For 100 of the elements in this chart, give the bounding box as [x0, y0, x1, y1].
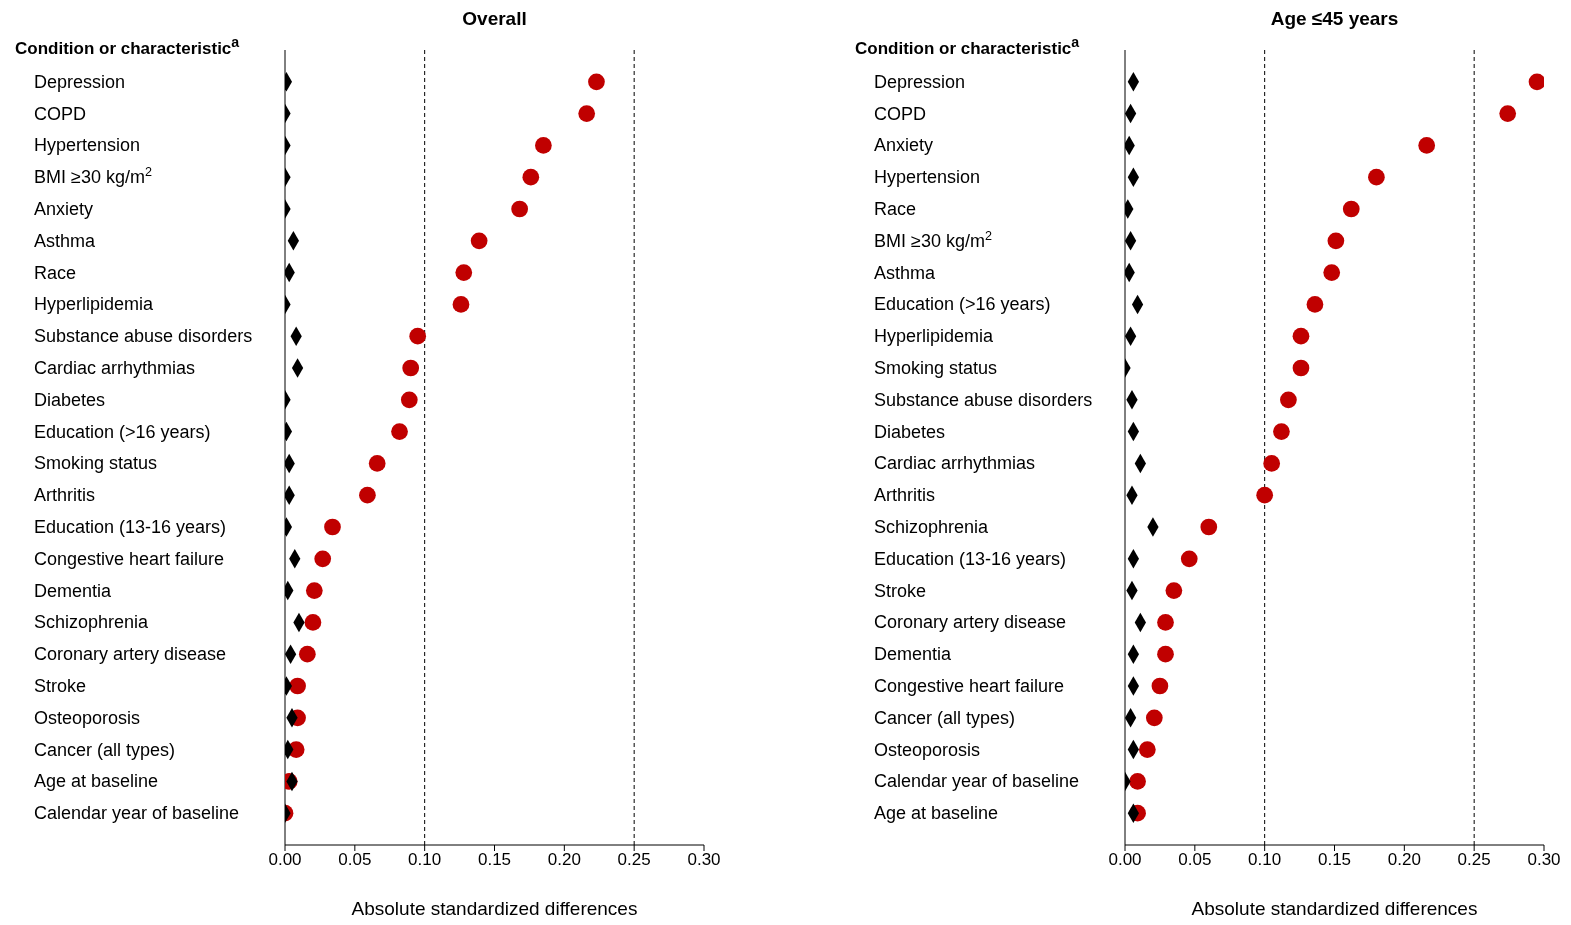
point: [1180, 550, 1198, 568]
y-tick-label: Hyperlipidemia: [874, 326, 995, 347]
y-tick-label: Coronary artery disease: [874, 612, 1067, 633]
y-tick-label: Race: [874, 199, 917, 219]
y-tick-label: COPD: [34, 103, 87, 124]
y-tick-label: Education (>16 years): [34, 421, 211, 442]
x-tick-label: 0.00: [268, 850, 302, 870]
y-tick-label: Hypertension: [874, 167, 981, 188]
x-tick-label: 0.20: [1387, 850, 1421, 870]
x-tick-label: 0.25: [1457, 850, 1491, 870]
point: [522, 168, 540, 186]
y-tick-label: Asthma: [34, 230, 97, 251]
y-tick-label: Cardiac arrhythmias: [34, 358, 196, 378]
y-tick-label: Schizophrenia: [874, 517, 990, 537]
y-tick-label: Arthritis: [874, 485, 936, 506]
point: [1292, 327, 1310, 345]
y-tick-label: Age at baseline: [874, 803, 999, 824]
y-tick-label: Arthritis: [34, 485, 96, 506]
point: [1145, 709, 1163, 727]
y-tick-label: Substance abuse disorders: [34, 326, 253, 347]
x-tick-label: 0.30: [1527, 850, 1561, 870]
point: [1280, 391, 1297, 409]
y-tick-label: Hypertension: [34, 135, 141, 156]
y-tick-label: Dementia: [874, 644, 953, 665]
y-tick-label: Cancer (all types): [874, 707, 1016, 728]
y-tick-label: BMI ≥30 kg/m$^{2}$: [874, 228, 992, 251]
y-axis-title: Condition or characteristic$^{a}$: [855, 34, 1080, 59]
point: [1528, 73, 1544, 91]
y-tick-label: Anxiety: [874, 135, 934, 156]
y-tick-label: Dementia: [34, 580, 113, 601]
point: [1499, 105, 1517, 122]
y-tick-label: Education (13-16 years): [874, 548, 1067, 569]
y-tick-label: BMI ≥30 kg/m$^{2}$: [34, 165, 152, 188]
y-tick-label: Asthma: [874, 262, 937, 283]
y-tick-label: Osteoporosis: [34, 707, 141, 728]
x-tick-label: 0.00: [1108, 850, 1142, 870]
point: [578, 105, 596, 122]
point: [1129, 773, 1146, 790]
y-tick-label: Depression: [874, 71, 966, 92]
y-tick-label: Anxiety: [34, 199, 94, 219]
point: [391, 423, 408, 440]
y-tick-label: Cancer (all types): [34, 739, 176, 760]
y-tick-label: Schizophrenia: [34, 612, 150, 633]
y-tick-label: Congestive heart failure: [34, 548, 225, 569]
point: [298, 645, 316, 663]
chart-title: Age ≤45 years: [1269, 8, 1400, 30]
point: [511, 200, 529, 218]
point: [1165, 582, 1183, 599]
chart-title: Overall: [461, 8, 528, 30]
y-tick-label: Age at baseline: [34, 771, 159, 792]
point: [1151, 677, 1169, 695]
point: [1323, 264, 1341, 281]
x-tick-label: 0.15: [1317, 850, 1352, 870]
y-axis-title: Condition or characteristic$^{a}$: [15, 34, 240, 59]
point: [1368, 168, 1385, 186]
y-tick-label: Depression: [34, 71, 126, 92]
point: [452, 296, 470, 313]
point: [455, 264, 473, 281]
y-tick-label: Cardiac arrhythmias: [874, 453, 1036, 474]
x-tick-label: 0.10: [1248, 850, 1282, 870]
y-tick-label: Race: [34, 262, 77, 283]
point: [314, 550, 332, 568]
x-tick-label: 0.10: [408, 850, 442, 870]
point: [470, 232, 488, 250]
y-tick-label: Stroke: [34, 676, 87, 696]
x-tick-label: 0.30: [687, 850, 721, 870]
point: [1138, 741, 1156, 758]
y-tick-label: Substance abuse disorders: [874, 389, 1093, 410]
y-tick-label: Diabetes: [34, 389, 106, 410]
point: [1200, 518, 1218, 536]
x-tick-label: 0.05: [338, 850, 372, 870]
point: [1327, 232, 1345, 250]
y-tick-label: Hyperlipidemia: [34, 294, 155, 315]
point: [1292, 359, 1310, 377]
x-tick-label: 0.25: [617, 850, 651, 870]
point: [1157, 614, 1174, 631]
y-tick-label: Osteoporosis: [874, 739, 981, 760]
point: [289, 677, 306, 695]
y-tick-label: COPD: [874, 103, 927, 124]
y-tick-label: Education (>16 years): [874, 294, 1051, 315]
x-tick-label: 0.15: [477, 850, 512, 870]
y-tick-label: Coronary artery disease: [34, 644, 227, 665]
point: [409, 327, 427, 345]
point: [1157, 645, 1174, 663]
y-tick-label: Diabetes: [874, 421, 946, 442]
point: [1256, 486, 1274, 504]
x-axis-title: Absolute standardized differences: [1190, 898, 1479, 920]
point: [1306, 296, 1324, 313]
point: [1342, 200, 1360, 218]
point: [359, 486, 376, 504]
y-tick-label: Congestive heart failure: [874, 676, 1065, 696]
x-tick-label: 0.20: [547, 850, 581, 870]
y-tick-label: Education (13-16 years): [34, 517, 227, 537]
point: [400, 391, 418, 409]
y-tick-label: Stroke: [874, 580, 927, 601]
x-tick-label: 0.05: [1178, 850, 1212, 870]
point: [368, 455, 386, 472]
point: [588, 73, 605, 91]
y-tick-label: Smoking status: [874, 358, 998, 378]
point: [535, 137, 552, 154]
